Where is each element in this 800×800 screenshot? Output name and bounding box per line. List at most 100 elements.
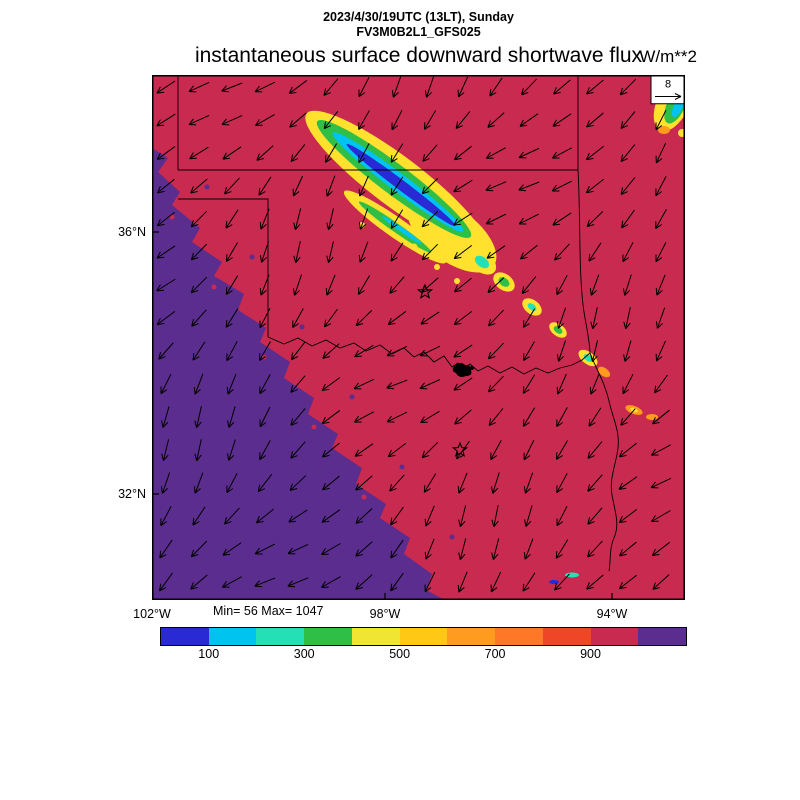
wind-arrow — [419, 345, 441, 357]
wind-arrow — [421, 210, 439, 228]
wind-arrow — [156, 178, 175, 194]
wind-arrow — [355, 508, 373, 524]
wind-arrow — [158, 342, 174, 360]
wind-arrow — [655, 241, 667, 263]
wind-arrow — [453, 244, 473, 260]
colorbar-segment — [590, 628, 639, 645]
wind-arrow — [420, 311, 440, 325]
wind-arrow — [322, 343, 340, 359]
wind-arrow — [518, 213, 540, 225]
wind-arrow — [424, 76, 435, 98]
wind-arrow — [389, 474, 405, 492]
colorbar-segment — [304, 628, 352, 645]
colorbar-tick-label: 700 — [484, 647, 506, 661]
wind-arrow — [652, 574, 670, 590]
wind-arrow — [391, 76, 402, 98]
wind-arrow — [259, 241, 269, 263]
wind-arrow — [292, 308, 304, 329]
wind-arrow — [618, 508, 638, 524]
wind-arrow — [226, 473, 238, 494]
wind-arrow — [457, 571, 468, 593]
wind-arrow — [221, 576, 242, 588]
wind-arrow — [586, 574, 604, 590]
wind-arrow — [188, 114, 210, 126]
wind-arrow — [651, 541, 671, 557]
wind-arrow — [523, 538, 534, 560]
wind-arrow — [622, 241, 634, 263]
wind-arrow — [655, 109, 667, 131]
wind-arrow — [160, 373, 172, 395]
wind-arrow — [585, 178, 604, 194]
wind-arrow — [227, 406, 236, 428]
wind-arrow — [322, 442, 340, 458]
wind-arrow — [287, 577, 309, 588]
wind-arrow — [588, 407, 602, 427]
wind-arrow — [353, 411, 374, 423]
wind-arrow — [221, 115, 243, 126]
wind-arrow — [487, 277, 505, 293]
wind-arrow — [553, 79, 571, 95]
wind-arrow — [589, 274, 600, 296]
wind-arrow — [489, 77, 503, 97]
wind-arrow — [194, 406, 202, 429]
wind-arrow — [618, 476, 638, 490]
wind-arrow — [421, 177, 439, 195]
wind-arrow — [257, 474, 273, 493]
wind-arrow — [523, 472, 534, 494]
wind-arrow — [355, 574, 373, 590]
wind-arrow — [585, 145, 605, 161]
wind-arrow — [423, 110, 437, 130]
wind-arrow — [325, 274, 336, 296]
wind-arrow — [519, 113, 539, 127]
wind-arrow — [159, 572, 173, 592]
wind-arrow — [226, 439, 236, 461]
wind-arrow — [458, 505, 467, 528]
wind-arrow — [225, 242, 238, 262]
colorbar-segment — [256, 628, 305, 645]
wind-arrow — [156, 80, 176, 94]
lat-tick-label-36n: 36°N — [118, 225, 146, 239]
wind-arrow — [621, 209, 635, 229]
wind-arrow — [292, 274, 302, 296]
wind-arrow — [325, 175, 336, 197]
wind-arrow — [587, 441, 603, 459]
wind-arrow — [485, 147, 506, 159]
wind-arrow — [159, 539, 173, 559]
wind-arrow — [386, 345, 408, 357]
wind-arrow — [390, 143, 404, 163]
wind-arrow — [622, 373, 634, 395]
colorbar-segment — [495, 628, 543, 645]
wind-arrow — [554, 243, 570, 261]
wind-arrow — [156, 146, 176, 160]
wind-arrow — [387, 442, 407, 458]
wind-arrow — [189, 146, 209, 160]
wind-arrow — [488, 408, 504, 427]
wind-arrow — [522, 572, 536, 592]
wind-arrow — [259, 307, 271, 329]
wind-arrow — [390, 176, 404, 196]
wind-arrow — [650, 477, 672, 489]
wind-arrow — [358, 143, 370, 164]
wind-arrow — [486, 245, 506, 259]
units-label: W/m**2 — [639, 47, 697, 66]
wind-arrow — [487, 342, 504, 360]
wind-arrow — [255, 508, 274, 524]
colorbar-segment — [208, 628, 257, 645]
wind-arrow — [421, 441, 439, 459]
wind-arrow — [552, 212, 572, 226]
wind-arrow — [523, 341, 535, 361]
wind-arrow — [556, 307, 567, 329]
wind-arrow — [655, 340, 666, 362]
wind-vectors — [156, 76, 672, 593]
wind-arrow — [655, 176, 667, 197]
wind-arrow — [226, 373, 237, 395]
wind-arrow — [353, 378, 375, 390]
wind-arrow — [255, 114, 275, 126]
wind-arrow — [161, 406, 170, 428]
wind-arrow — [453, 145, 472, 161]
wind-arrow — [424, 538, 435, 560]
wind-arrow — [390, 209, 404, 229]
wind-arrow — [524, 505, 533, 527]
lon-tick-label-98w: 98°W — [369, 607, 401, 621]
